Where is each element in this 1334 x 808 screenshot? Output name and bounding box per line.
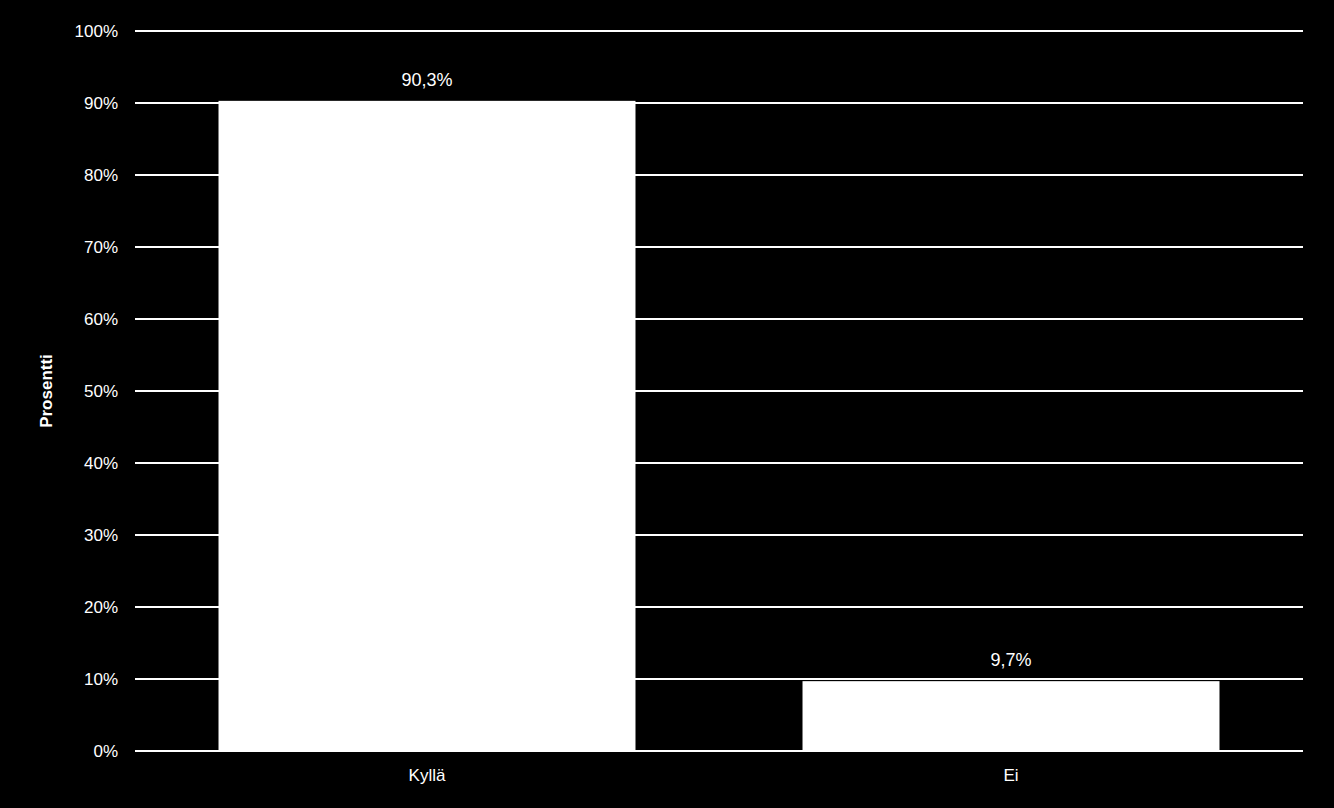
y-tick-label: 30% (84, 526, 118, 545)
y-tick-label: 80% (84, 166, 118, 185)
y-tick-label: 90% (84, 94, 118, 113)
y-tick-label: 50% (84, 382, 118, 401)
y-tick-label: 10% (84, 670, 118, 689)
y-tick-label: 100% (75, 22, 118, 41)
y-tick-label: 20% (84, 598, 118, 617)
chart: 0% 10% 20% 30% 40% 50% 60% 70% 80% 90% 100% 90,3% Ky… (0, 0, 1334, 808)
y-tick-label: 40% (84, 454, 118, 473)
data-label: 90,3% (401, 70, 452, 90)
y-tick-label: 0% (93, 742, 118, 761)
y-axis-label: Prosentti (37, 354, 56, 428)
y-tick-label: 60% (84, 310, 118, 329)
background (0, 0, 1334, 808)
x-tick-label: Ei (1003, 766, 1018, 785)
page: {"chart_data": {"type": "bar", "categori… (0, 0, 1334, 808)
bar (803, 681, 1220, 751)
bar (219, 101, 636, 751)
x-tick-label: Kyllä (409, 766, 446, 785)
grid-line (135, 30, 1303, 32)
grid (135, 31, 1303, 751)
bars (219, 101, 1220, 751)
data-label: 9,7% (990, 650, 1031, 670)
y-tick-label: 70% (84, 238, 118, 257)
